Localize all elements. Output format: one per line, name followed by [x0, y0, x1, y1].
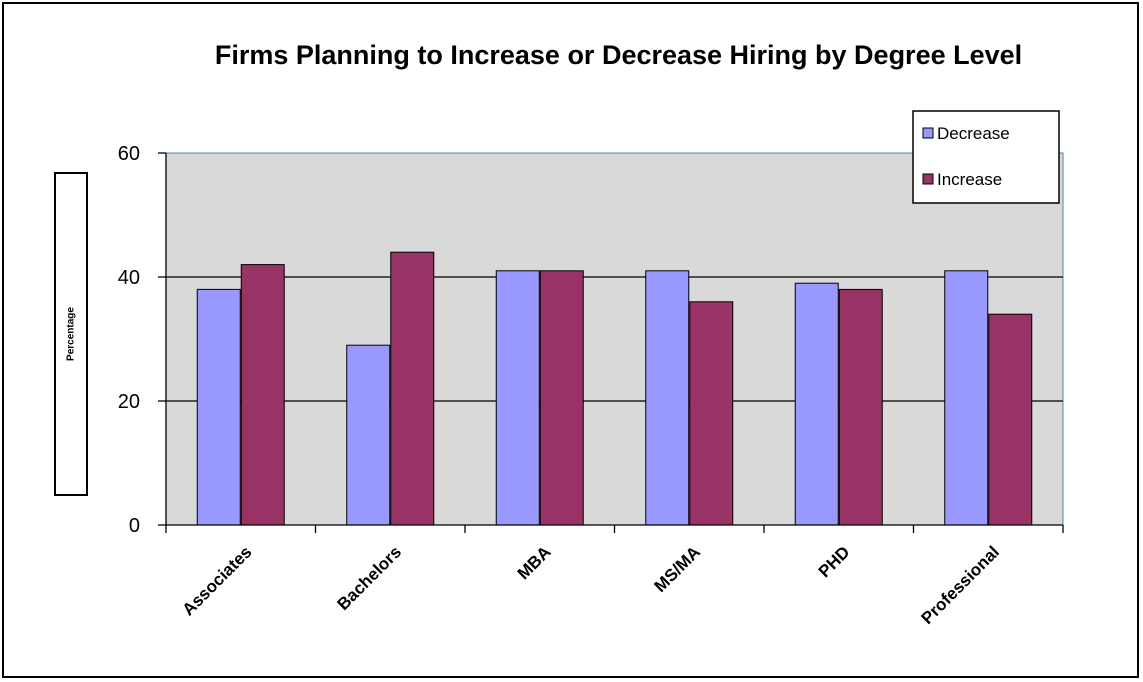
x-category-label: Professional — [917, 542, 1003, 628]
legend-label-increase: Increase — [937, 170, 1002, 189]
bar-decrease-professional — [944, 270, 989, 526]
plot-area — [165, 152, 1064, 526]
legend-box — [912, 110, 1060, 204]
bar-decrease-associates — [196, 288, 241, 526]
y-tick-label: 20 — [118, 391, 140, 413]
bar-increase-ms-ma — [689, 301, 734, 526]
bar-increase-phd — [838, 288, 883, 526]
legend-swatch-decrease — [922, 127, 934, 139]
y-axis-label-box: Percentage — [54, 172, 88, 496]
bar-decrease-ms-ma — [645, 270, 690, 526]
bar-increase-professional — [988, 313, 1033, 526]
gridlines — [166, 276, 1063, 402]
x-category-label: Bachelors — [334, 542, 406, 614]
bar-increase-bachelors — [390, 251, 435, 526]
legend-swatch-increase — [922, 173, 934, 185]
y-tick-label: 0 — [129, 515, 140, 537]
bar-increase-mba — [539, 270, 584, 526]
bar-increase-associates — [240, 264, 285, 526]
bar-decrease-phd — [794, 282, 839, 526]
bar-decrease-mba — [495, 270, 540, 526]
legend-label-decrease: Decrease — [937, 124, 1010, 143]
y-tick-label: 60 — [118, 143, 140, 165]
x-category-label: MS/MA — [651, 542, 705, 596]
y-tick-label: 40 — [118, 267, 140, 289]
legend: Decrease Increase — [912, 110, 1060, 204]
x-category-label: MBA — [514, 542, 555, 583]
x-category-label: Associates — [179, 542, 256, 619]
bar-decrease-bachelors — [346, 344, 391, 526]
chart-title: Firms Planning to Increase or Decrease H… — [214, 40, 1023, 70]
bars — [196, 251, 1033, 526]
x-category-label: PHD — [815, 542, 854, 581]
